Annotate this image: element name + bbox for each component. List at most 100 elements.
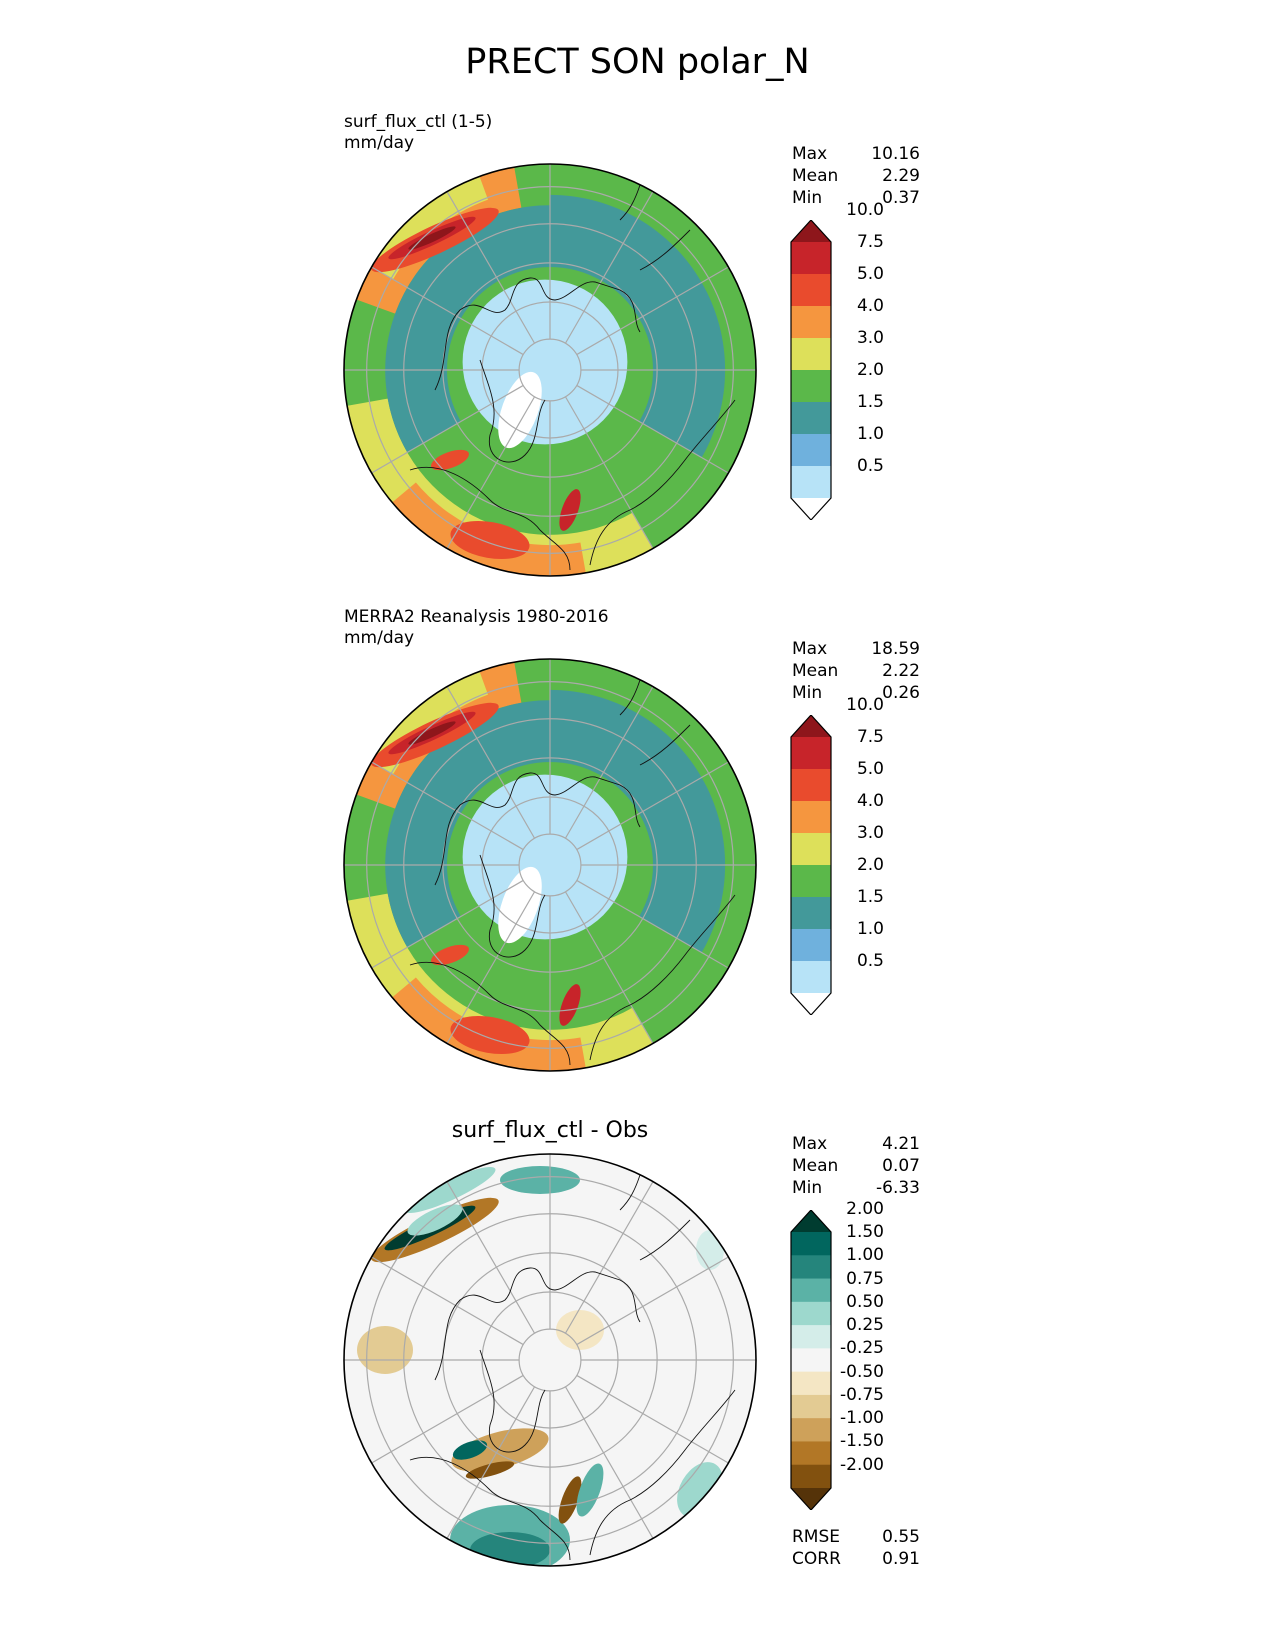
colorbar-tick-label: 1.5 xyxy=(856,392,884,412)
colorbar-tick-label: 5.0 xyxy=(856,264,884,284)
stat-max: Max 18.59 xyxy=(792,639,920,659)
stat-max: Max 4.21 xyxy=(792,1134,920,1154)
longitude-line xyxy=(446,1386,536,1539)
colorbar-segment xyxy=(791,306,831,339)
field-region xyxy=(385,700,550,948)
colorbar-tick-label: 0.50 xyxy=(846,1291,884,1312)
colorbar-bottom-extension xyxy=(791,498,831,520)
panel2-heading: MERRA2 Reanalysis 1980-2016 mm/day xyxy=(344,607,609,649)
stat-corr: CORR 0.91 xyxy=(792,1549,920,1569)
field-region xyxy=(559,984,581,1026)
longitude-line xyxy=(371,879,524,969)
colorbar-tick-label: 2.0 xyxy=(856,360,884,380)
colorbar-tick-label: 0.5 xyxy=(856,456,884,476)
colorbar-top-extension xyxy=(791,715,831,737)
longitude-line xyxy=(371,1374,524,1464)
panel3-colorbar xyxy=(790,1210,832,1510)
panel1-polar-map xyxy=(343,163,757,577)
colorbar-segment xyxy=(791,1232,831,1256)
coastline-asia xyxy=(589,1389,736,1556)
field-region xyxy=(431,944,469,966)
colorbar-segment xyxy=(791,1278,831,1303)
panel2-colorbar xyxy=(790,715,832,1015)
field-region xyxy=(558,1476,582,1524)
longitude-line xyxy=(371,266,524,356)
field-region xyxy=(696,1230,724,1270)
colorbar-tick-label: -1.00 xyxy=(840,1408,884,1429)
colorbar-bottom-extension xyxy=(791,993,831,1015)
field-region xyxy=(498,866,542,944)
longitude-line xyxy=(576,384,729,474)
field-region xyxy=(404,1167,496,1213)
panel2-colorbar-labels: 0.5 1.0 1.5 2.0 3.0 4.0 5.0 7.5 10.0 xyxy=(830,695,884,1015)
panel2-stats: Max 18.59 Mean 2.22 Min 0.26 xyxy=(792,638,920,704)
graticule xyxy=(344,1154,756,1566)
colorbar-segment xyxy=(791,1325,831,1349)
longitude-line xyxy=(576,761,729,851)
panel3-extra-stats: RMSE 0.55 CORR 0.91 xyxy=(792,1526,920,1570)
field-region xyxy=(357,1326,413,1374)
stat-min: Min 0.26 xyxy=(792,683,920,703)
stat-mean: Mean 2.22 xyxy=(792,661,920,681)
field xyxy=(344,164,756,576)
colorbar-tick-label: -2.00 xyxy=(840,1454,884,1475)
colorbar-segment xyxy=(791,1394,831,1419)
graticule xyxy=(344,659,756,1071)
coastline-europe xyxy=(409,961,571,1066)
colorbar-segment xyxy=(791,338,831,371)
colorbar-segment xyxy=(791,434,831,467)
colorbar-tick-label: -0.50 xyxy=(840,1361,884,1382)
coastline-asia xyxy=(589,894,736,1061)
panel2-polar-map xyxy=(343,658,757,1072)
field-region xyxy=(576,1463,604,1517)
coastlines xyxy=(409,184,736,571)
field-region xyxy=(385,205,550,453)
field-region xyxy=(450,1015,530,1055)
longitude-line xyxy=(576,879,729,969)
colorbar-tick-label: 1.5 xyxy=(856,887,884,907)
colorbar-tick-label: 3.0 xyxy=(856,823,884,843)
longitude-line xyxy=(576,1256,729,1346)
colorbar-top-extension xyxy=(791,1210,831,1232)
longitude-line xyxy=(446,891,536,1044)
panel3-colorbar-labels: -2.00 -1.50 -1.00 -0.75 -0.50 -0.25 0.25 0.50 0.… xyxy=(830,1199,884,1510)
coastline-greenland xyxy=(479,359,546,463)
colorbar-tick-label: 1.00 xyxy=(846,1245,884,1266)
longitude-line xyxy=(564,1181,654,1334)
map-boundary xyxy=(343,658,757,1072)
panel1-colorbar-labels: 0.5 1.0 1.5 2.0 3.0 4.0 5.0 7.5 10.0 xyxy=(830,200,884,520)
longitude-line xyxy=(371,384,524,474)
panel3-title: surf_flux_ctl - Obs xyxy=(451,1118,649,1143)
stat-mean: Mean 0.07 xyxy=(792,1156,920,1176)
colorbar-tick-label: 7.5 xyxy=(856,727,884,747)
field-region xyxy=(431,449,469,471)
longitude-line xyxy=(576,266,729,356)
map-boundary xyxy=(343,163,757,577)
field-region xyxy=(465,1461,515,1479)
coastline-alaska xyxy=(619,184,691,271)
coastline-alaska xyxy=(619,1174,691,1261)
colorbar-tick-label: 1.0 xyxy=(856,424,884,444)
colorbar-segment xyxy=(791,242,831,275)
coastline-canada xyxy=(434,1267,641,1381)
stat-max: Max 10.16 xyxy=(792,144,920,164)
colorbar-outline xyxy=(790,220,832,520)
panel2-name: MERRA2 Reanalysis 1980-2016 xyxy=(344,607,609,627)
coastline-europe xyxy=(409,1456,571,1561)
colorbar-tick-label: -1.50 xyxy=(840,1431,884,1452)
field-region xyxy=(559,489,581,531)
colorbar-segment xyxy=(791,1348,831,1373)
field xyxy=(344,659,756,1071)
colorbar-segment xyxy=(791,737,831,770)
stat-min: Min -6.33 xyxy=(792,1178,920,1198)
colorbar-segment xyxy=(791,801,831,834)
panel1-heading: surf_flux_ctl (1-5) mm/day xyxy=(344,112,492,154)
colorbar-tick-label: 2.0 xyxy=(856,855,884,875)
panel2-units: mm/day xyxy=(344,628,415,648)
colorbar-tick-label: 0.25 xyxy=(846,1315,884,1336)
colorbar-segment xyxy=(791,402,831,435)
field-region xyxy=(550,194,726,458)
colorbar-tick-label: 10.0 xyxy=(846,200,884,220)
field-region xyxy=(452,1440,488,1460)
longitude-line xyxy=(371,1256,524,1346)
